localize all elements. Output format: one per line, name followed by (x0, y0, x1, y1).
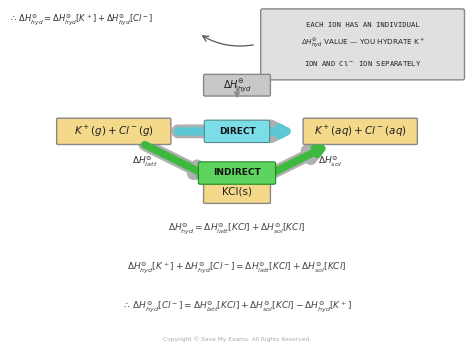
FancyBboxPatch shape (203, 75, 270, 96)
FancyBboxPatch shape (303, 118, 417, 144)
Text: $\Delta H^{\ominus}_{hyd}$ VALUE — YOU HYDRATE K$^+$: $\Delta H^{\ominus}_{hyd}$ VALUE — YOU H… (301, 36, 425, 49)
Text: $\therefore\,\Delta H^{\ominus}_{hyd}[Cl^-] = \Delta H^{\ominus}_{latt}[KCl] + \: $\therefore\,\Delta H^{\ominus}_{hyd}[Cl… (122, 300, 352, 315)
Text: $\Delta H^{\ominus}_{latt}$: $\Delta H^{\ominus}_{latt}$ (132, 154, 157, 169)
Text: $\Delta H^{\ominus}_{sol}$: $\Delta H^{\ominus}_{sol}$ (318, 154, 341, 169)
FancyBboxPatch shape (261, 9, 465, 80)
Text: KCl(s): KCl(s) (222, 187, 252, 197)
Text: $K^+(aq) + Cl^-(aq)$: $K^+(aq) + Cl^-(aq)$ (314, 124, 407, 139)
Text: $\Delta H^{\ominus}_{hyd} = \Delta H^{\ominus}_{latt}[KCl] + \Delta H^{\ominus}_: $\Delta H^{\ominus}_{hyd} = \Delta H^{\o… (168, 222, 306, 236)
FancyBboxPatch shape (57, 118, 171, 144)
FancyBboxPatch shape (198, 162, 276, 184)
Text: Copyright © Save My Exams. All Rights Reserved.: Copyright © Save My Exams. All Rights Re… (163, 336, 311, 342)
Text: DIRECT: DIRECT (219, 127, 255, 136)
Text: EACH ION HAS AN INDIVIDUAL: EACH ION HAS AN INDIVIDUAL (306, 22, 419, 28)
Text: $K^+(g) + Cl^-(g)$: $K^+(g) + Cl^-(g)$ (74, 124, 154, 139)
FancyBboxPatch shape (203, 180, 270, 203)
Text: $\Delta H^{\ominus}_{hyd}[K^+] + \Delta H^{\ominus}_{hyd}[Cl^-] = \Delta H^{\omi: $\Delta H^{\ominus}_{hyd}[K^+] + \Delta … (128, 261, 346, 275)
Text: INDIRECT: INDIRECT (213, 168, 261, 178)
Text: $\Delta H^{\ominus}_{hyd}$: $\Delta H^{\ominus}_{hyd}$ (223, 77, 251, 94)
Text: $\therefore\,\Delta H^{\ominus}_{hyd} = \Delta H^{\ominus}_{hyd}[K^+] + \Delta H: $\therefore\,\Delta H^{\ominus}_{hyd} = … (9, 12, 154, 27)
FancyBboxPatch shape (204, 120, 270, 142)
Text: ION AND Cl$^-$ ION SEPARATELY: ION AND Cl$^-$ ION SEPARATELY (304, 59, 421, 69)
